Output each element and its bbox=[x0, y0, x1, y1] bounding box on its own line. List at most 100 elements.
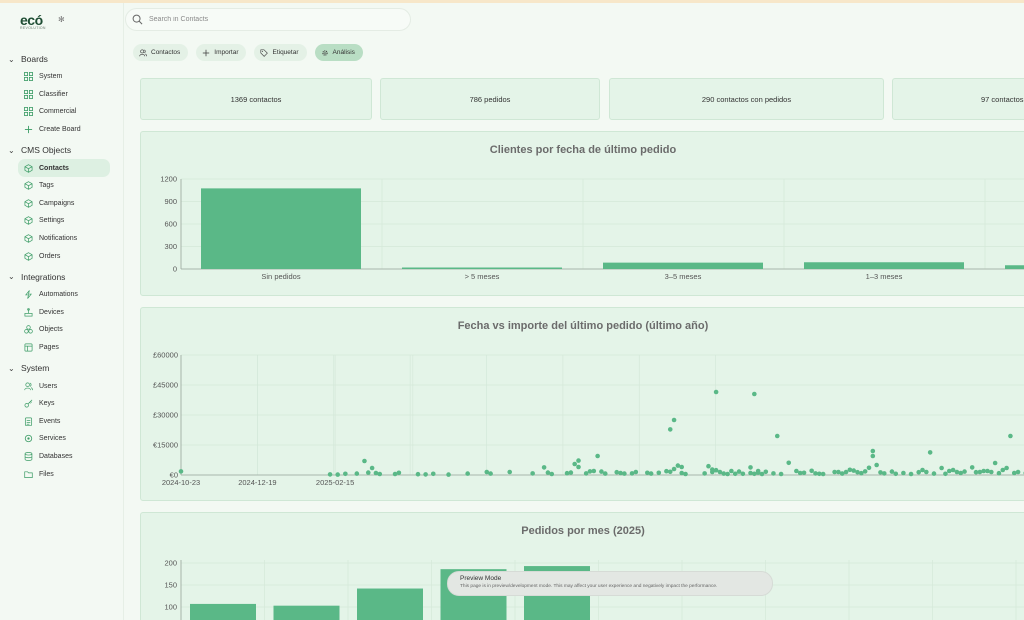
preview-mode-toast[interactable]: Preview Mode This page is in preview/dev… bbox=[447, 571, 773, 596]
scatter-point bbox=[839, 471, 845, 476]
sidebar-item-settings[interactable]: Settings bbox=[18, 212, 110, 230]
sidebar-item-users[interactable]: Users bbox=[18, 377, 110, 395]
scatter-point bbox=[763, 469, 769, 475]
scatter-point bbox=[713, 467, 719, 473]
scatter-point bbox=[430, 471, 436, 477]
y-tick-label: €15000 bbox=[153, 441, 178, 450]
tab-etiquetar[interactable]: Etiquetar bbox=[254, 44, 307, 61]
search-input[interactable] bbox=[149, 16, 389, 23]
tab-contactos[interactable]: Contactos bbox=[133, 44, 189, 61]
tag-icon bbox=[260, 48, 269, 57]
scatter-point bbox=[373, 470, 379, 476]
scatter-point bbox=[759, 471, 765, 477]
y-tick-label: 1200 bbox=[160, 175, 177, 184]
cube-icon bbox=[21, 181, 35, 191]
y-tick-label: £60000 bbox=[153, 351, 178, 360]
scatter-point bbox=[713, 389, 719, 395]
sidebar-item-pages[interactable]: Pages bbox=[18, 339, 110, 357]
sidebar-item-contacts[interactable]: Contacts bbox=[18, 159, 110, 177]
scatter-point bbox=[564, 470, 570, 476]
sidebar-item-label: Classifier bbox=[39, 90, 68, 98]
sidebar-item-label: System bbox=[39, 73, 63, 81]
sidebar-item-label: Pages bbox=[39, 344, 59, 352]
main-content: Contactos Importar Etiquetar Análisis 1369 … bbox=[124, 3, 1024, 620]
scatter-point bbox=[794, 468, 799, 474]
scatter-point bbox=[889, 469, 895, 474]
sidebar-item-notifications[interactable]: Notifications bbox=[18, 230, 110, 248]
scatter-point bbox=[576, 458, 581, 463]
sidebar-item-automations[interactable]: Automations bbox=[18, 286, 110, 304]
sidebar-item-system[interactable]: System bbox=[18, 68, 110, 86]
scatter-point bbox=[599, 469, 604, 474]
toast-message: This page is in preview/development mode… bbox=[460, 584, 718, 589]
x-tick-label: Sin pedidos bbox=[261, 272, 300, 281]
sidebar-item-classifier[interactable]: Classifier bbox=[18, 86, 110, 104]
scatter-point bbox=[377, 471, 383, 477]
sidebar-item-tags[interactable]: Tags bbox=[18, 177, 110, 195]
scatter-point bbox=[423, 472, 428, 477]
sidebar-item-label: Events bbox=[39, 417, 61, 425]
chart-title: Clientes por fecha de último pedido bbox=[489, 144, 677, 156]
cube-icon bbox=[21, 251, 35, 261]
y-tick-label: €0 bbox=[170, 471, 178, 480]
sidebar-item-events[interactable]: Events bbox=[18, 413, 110, 431]
scatter-point bbox=[587, 469, 593, 474]
scatter-point bbox=[671, 466, 677, 472]
sidebar-item-orders[interactable]: Orders bbox=[18, 247, 110, 265]
sidebar-item-devices[interactable]: Devices bbox=[18, 304, 110, 322]
scatter-point bbox=[954, 469, 960, 475]
sidebar-item-commercial[interactable]: Commercial bbox=[18, 103, 110, 121]
scatter-point bbox=[602, 471, 608, 476]
sidebar-group-cms-objects[interactable]: ⌄ CMS Objects bbox=[0, 141, 124, 159]
key-icon bbox=[21, 399, 35, 409]
sidebar-item-objects[interactable]: Objects bbox=[18, 321, 110, 339]
sidebar-item-label: Orders bbox=[39, 252, 61, 260]
scatter-point bbox=[335, 472, 341, 477]
services-icon bbox=[21, 434, 35, 444]
scatter-point bbox=[927, 450, 933, 455]
sidebar-group-integrations[interactable]: ⌄ Integrations bbox=[0, 268, 124, 286]
scatter-point bbox=[973, 469, 979, 475]
scatter-point bbox=[813, 471, 818, 476]
scatter-point bbox=[369, 465, 375, 471]
chart-card-clients-last-order: Clientes por fecha de último pedido 0 300… bbox=[140, 131, 1024, 296]
tab-label: Análisis bbox=[332, 49, 355, 56]
sidebar-item-keys[interactable]: Keys bbox=[18, 395, 110, 413]
scatter-point bbox=[545, 470, 551, 475]
scatter-point bbox=[870, 453, 876, 459]
bar bbox=[201, 188, 361, 269]
y-tick-label: 150 bbox=[164, 581, 177, 590]
bar bbox=[402, 267, 562, 269]
sidebar-group-boards[interactable]: ⌄ Boards bbox=[0, 50, 124, 68]
search-bar[interactable] bbox=[125, 8, 411, 31]
scatter-point bbox=[709, 469, 715, 475]
scatter-point bbox=[859, 470, 864, 476]
scatter-point bbox=[729, 468, 734, 474]
sidebar-item-label: Services bbox=[39, 435, 66, 443]
sidebar-item-create-board[interactable]: Create Board bbox=[18, 121, 110, 139]
scatter-point bbox=[881, 471, 887, 476]
sidebar-item-services[interactable]: Services bbox=[18, 430, 110, 448]
y-tick-label: 900 bbox=[164, 197, 177, 206]
chevron-down-icon: ⌄ bbox=[8, 272, 15, 282]
scatter-point bbox=[748, 470, 753, 476]
sidebar-item-label: Commercial bbox=[39, 108, 77, 116]
scatter-point bbox=[717, 469, 723, 475]
scatter-point bbox=[740, 471, 746, 477]
scatter-point bbox=[683, 471, 688, 477]
sidebar-group-label: Boards bbox=[21, 54, 48, 64]
tab-label: Importar bbox=[214, 49, 239, 56]
sidebar-item-files[interactable]: Files bbox=[18, 465, 110, 483]
tab-análisis[interactable]: Análisis bbox=[314, 44, 363, 61]
x-tick-label: 3–5 meses bbox=[665, 272, 702, 281]
scatter-point bbox=[752, 471, 757, 477]
sidebar-item-databases[interactable]: Databases bbox=[18, 448, 110, 466]
settings-gear-icon[interactable]: ✻ bbox=[58, 15, 65, 24]
sidebar-item-campaigns[interactable]: Campaigns bbox=[18, 195, 110, 213]
brand-logo[interactable]: ecó REVOLUTION bbox=[20, 12, 60, 30]
scatter-point bbox=[878, 470, 883, 475]
scatter-point bbox=[736, 469, 742, 474]
scatter-point bbox=[843, 469, 849, 475]
tab-importar[interactable]: Importar bbox=[196, 44, 247, 61]
sidebar-group-system[interactable]: ⌄ System bbox=[0, 359, 124, 377]
